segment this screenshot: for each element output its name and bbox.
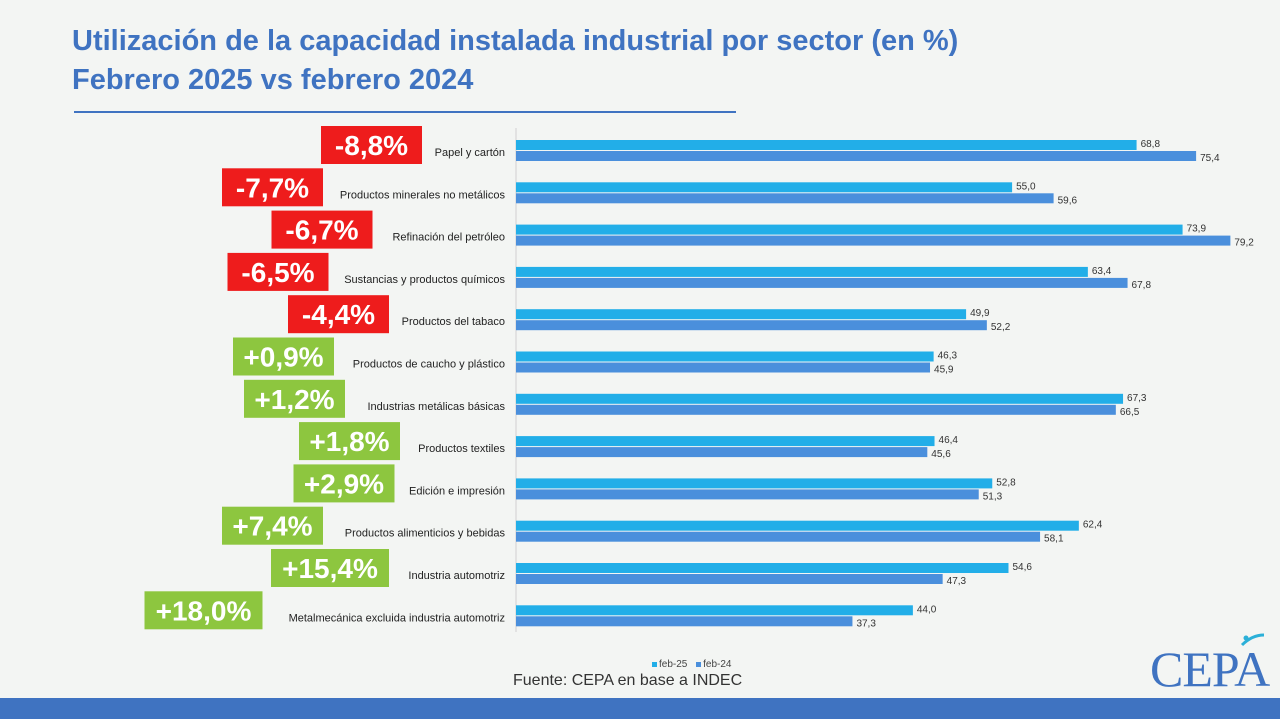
data-label-feb25: 54,6 [1012,562,1032,573]
data-label-feb24: 52,2 [991,322,1011,333]
category-label: Productos de caucho y plástico [353,359,505,371]
variation-label: +7,4% [232,511,312,542]
variation-badge [233,337,334,376]
bar-feb25 [516,436,935,447]
data-label-feb25: 52,8 [996,477,1016,488]
legend-item-feb25: feb-25 [652,659,687,670]
bar-feb24 [516,531,1041,542]
category-label: Productos textiles [418,443,505,455]
category-label: Papel y cartón [435,147,505,159]
data-label-feb25: 46,3 [938,351,958,362]
data-label-feb25: 73,9 [1187,224,1207,235]
bar-feb24 [516,447,928,458]
cepa-logo: CEPA [1150,641,1270,697]
data-label-feb25: 46,4 [939,435,959,446]
category-label: Metalmecánica excluida industria automot… [289,612,505,624]
bar-feb24 [516,320,987,331]
chart-legend: feb-25 feb-24 [652,659,738,670]
variation-label: +1,8% [309,426,389,457]
data-label-feb25: 67,3 [1127,393,1147,404]
data-label-feb25: 49,9 [970,308,990,319]
variation-label: +0,9% [243,342,323,373]
bar-feb24 [516,489,979,500]
category-label: Refinación del petróleo [392,232,505,244]
category-label: Sustancias y productos químicos [344,274,505,286]
data-label-feb25: 63,4 [1092,266,1112,277]
variation-label: +2,9% [304,468,384,499]
data-label-feb25: 44,0 [917,604,937,615]
variation-label: +1,2% [254,384,334,415]
legend-label-feb25: feb-25 [659,659,688,670]
variation-badge [222,168,323,207]
category-label: Industria automotriz [408,570,505,582]
variation-badge [222,506,323,545]
data-label-feb24: 47,3 [947,576,967,587]
logo-swoosh-icon [1240,633,1265,647]
chart-title-line-1: Utilización de la capacidad instalada in… [72,25,959,57]
data-label-feb25: 68,8 [1141,139,1161,150]
category-label: Productos alimenticios y bebidas [345,528,506,540]
data-label-feb24: 59,6 [1058,195,1078,206]
legend-item-feb24: feb-24 [696,659,732,670]
bar-feb24 [516,362,931,373]
variation-badge [144,591,263,630]
data-label-feb24: 37,3 [856,618,876,629]
chart-title: Utilización de la capacidad instalada in… [72,22,958,100]
chart-title-line-2: Febrero 2025 vs febrero 2024 [72,64,474,96]
data-label-feb24: 58,1 [1044,534,1064,545]
bar-feb24 [516,616,853,627]
data-label-feb24: 66,5 [1120,407,1140,418]
variation-label: +15,4% [282,553,378,584]
category-label: Productos minerales no metálicos [340,189,506,201]
bar-feb25 [516,266,1088,277]
data-label-feb24: 67,8 [1132,280,1152,291]
bar-feb25 [516,224,1183,235]
footer-bar [0,698,1280,719]
bar-feb24 [516,277,1128,288]
bar-feb24 [516,151,1197,161]
variation-badge [321,126,422,164]
bar-feb25 [516,309,967,320]
data-label-feb24: 45,9 [934,365,954,376]
variation-badge [288,295,389,334]
bar-feb24 [516,574,943,584]
bar-feb25 [516,605,913,616]
bar-chart: 68,8 75,4 Papel y cartón -8,8% 55,0 59,6 Produ… [144,126,1254,632]
bar-feb24 [516,404,1116,415]
source-note: Fuente: CEPA en base a INDEC [513,672,743,689]
variation-label: -7,7% [236,172,309,203]
data-label-feb24: 45,6 [931,449,951,460]
variation-label: -6,5% [241,257,314,288]
variation-badge [244,379,345,418]
bar-feb24 [516,235,1231,246]
variation-badge [299,422,400,461]
bar-feb25 [516,478,993,489]
bar-feb25 [516,351,934,362]
data-label-feb25: 55,0 [1016,181,1036,192]
category-label: Productos del tabaco [402,316,505,328]
variation-label: -8,8% [335,130,408,161]
legend-label-feb24: feb-24 [703,659,732,670]
bar-feb25 [516,393,1124,404]
category-label: Edición e impresión [409,485,505,497]
bar-feb25 [516,182,1013,193]
data-label-feb24: 75,4 [1200,153,1220,164]
data-label-feb24: 79,2 [1234,238,1254,249]
variation-label: -4,4% [302,299,375,330]
bar-feb25 [516,520,1079,531]
variation-badge [271,549,389,587]
category-label: Industrias metálicas básicas [367,401,505,413]
title-underline [74,111,736,113]
variation-label: -6,7% [285,215,358,246]
variation-badge [227,252,329,291]
variation-badge [271,210,373,249]
bar-feb25 [516,140,1137,150]
bar-feb25 [516,563,1009,573]
variation-badge [293,464,395,503]
variation-label: +18,0% [156,595,252,626]
data-label-feb24: 51,3 [983,491,1003,502]
bar-feb24 [516,193,1054,204]
data-label-feb25: 62,4 [1083,520,1103,531]
